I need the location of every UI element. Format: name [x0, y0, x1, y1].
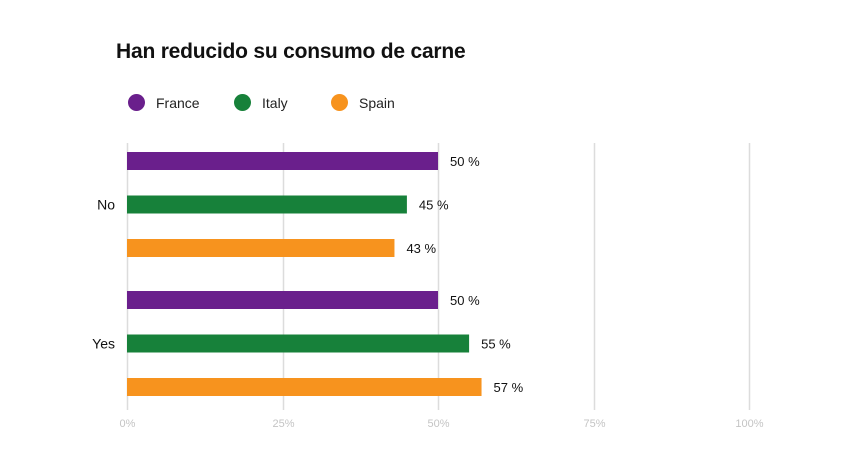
x-tick-label: 25%: [272, 418, 294, 430]
legend-label-france: France: [156, 94, 200, 111]
x-tick-label: 100%: [735, 418, 763, 430]
legend-swatch-france: [128, 94, 145, 111]
legend-item-spain[interactable]: Spain: [331, 94, 395, 111]
legend: France Italy Spain: [128, 94, 395, 111]
bar-no-italy[interactable]: [127, 195, 407, 214]
chart-title: Han reducido su consumo de carne: [116, 40, 466, 63]
x-tick-label: 75%: [583, 418, 605, 430]
data-label: 57 %: [494, 380, 524, 395]
x-tick-label: 0%: [120, 418, 136, 430]
bar-yes-italy[interactable]: [127, 334, 470, 353]
bar-no-spain[interactable]: [127, 239, 395, 257]
data-label: 43 %: [406, 241, 436, 256]
data-label: 45 %: [419, 198, 449, 213]
data-label: 50 %: [450, 154, 480, 169]
category-label-no: No: [97, 197, 115, 213]
legend-swatch-italy: [234, 94, 251, 111]
bar-no-france[interactable]: [127, 152, 438, 170]
bar-yes-spain[interactable]: [127, 378, 482, 396]
bar-yes-france[interactable]: [127, 291, 438, 309]
data-label: 55 %: [481, 337, 511, 352]
data-label: 50 %: [450, 293, 480, 308]
legend-swatch-spain: [331, 94, 348, 111]
legend-label-spain: Spain: [359, 94, 395, 111]
legend-item-france[interactable]: France: [128, 94, 234, 111]
legend-item-italy[interactable]: Italy: [234, 94, 331, 111]
x-tick-label: 50%: [427, 418, 449, 430]
legend-label-italy: Italy: [262, 94, 288, 111]
category-label-yes: Yes: [92, 336, 115, 352]
